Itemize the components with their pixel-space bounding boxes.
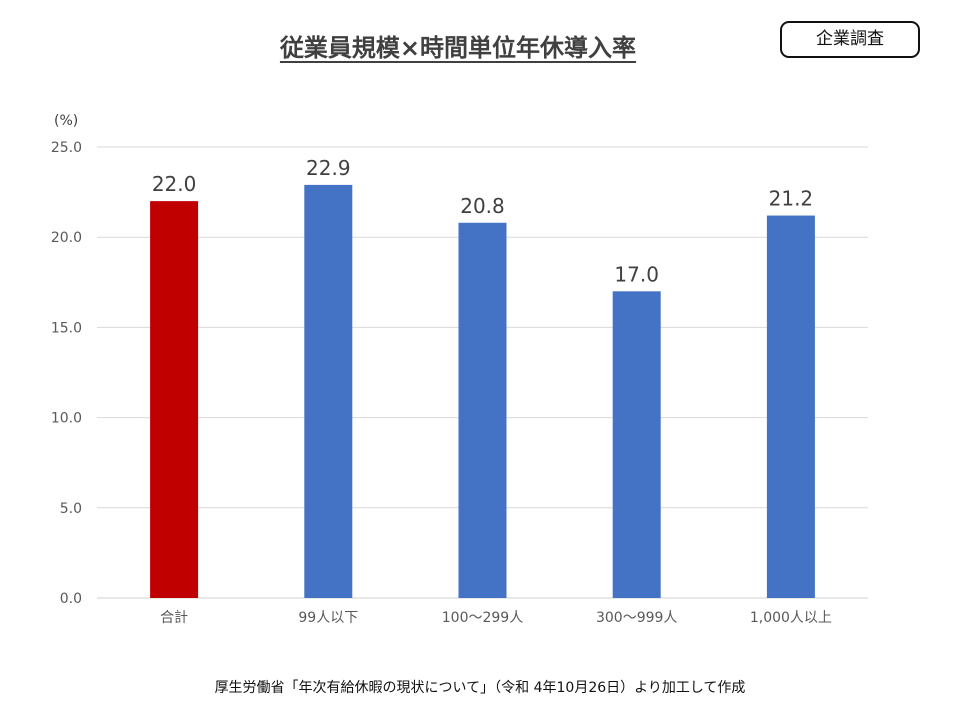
bar-chart: 0.0 5.0 10.0 15.0 20.0 25.0 22.0 合計 22.9 99人以下 20.…: [51, 140, 868, 626]
data-label: 17.0: [614, 262, 659, 286]
bar: [766, 215, 815, 598]
y-tick-label: 0.0: [60, 591, 82, 607]
x-tick-label: 99人以下: [298, 610, 358, 626]
bar: [612, 291, 661, 598]
x-tick-label: 合計: [160, 610, 188, 626]
bar: [304, 184, 353, 598]
source-note: 厚生労働省「年次有給休暇の現状について」（令和 4年10月26日）より加工して作…: [214, 680, 746, 696]
y-axis-unit-label: (%): [54, 113, 79, 129]
x-tick-label: 100～299人: [442, 610, 523, 626]
y-tick-label: 25.0: [51, 140, 82, 156]
data-label: 22.9: [306, 156, 351, 180]
data-label: 22.0: [152, 172, 197, 196]
y-tick-label: 10.0: [51, 411, 82, 427]
y-tick-label: 5.0: [60, 501, 82, 517]
x-tick-label: 300～999人: [596, 610, 677, 626]
bar: [458, 222, 507, 598]
x-tick-label: 1,000人以上: [750, 610, 832, 626]
y-tick-label: 15.0: [51, 320, 82, 336]
chart-title: 従業員規模×時間単位年休導入率: [279, 34, 637, 62]
y-tick-label: 20.0: [51, 230, 82, 246]
bar: [150, 201, 199, 598]
data-label: 20.8: [460, 194, 505, 218]
survey-type-badge: 企業調査: [780, 21, 920, 58]
data-label: 21.2: [769, 187, 814, 211]
